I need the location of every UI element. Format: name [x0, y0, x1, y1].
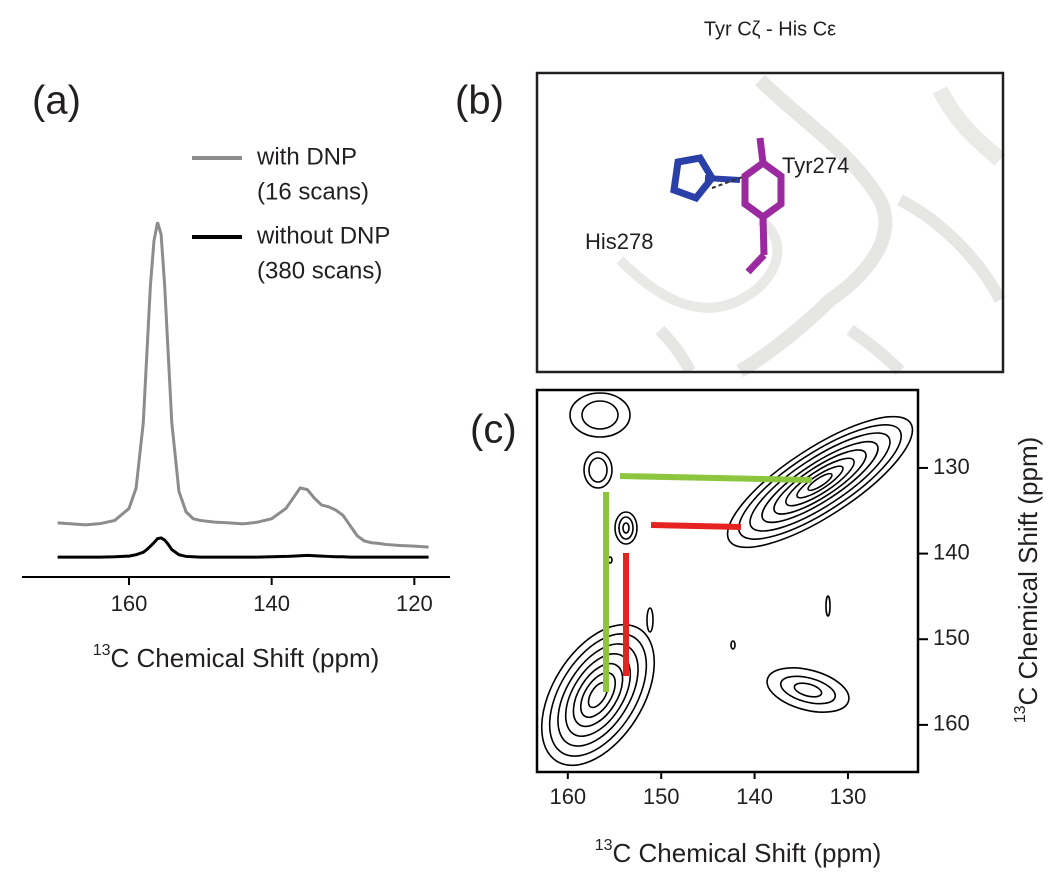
x-tick-label: 120 [396, 591, 433, 616]
superscript: 13 [93, 642, 111, 659]
assignment-line [650, 522, 742, 530]
contour-peak [569, 392, 631, 438]
x-tick-label: 140 [253, 591, 290, 616]
y-tick-label: 140 [933, 539, 970, 564]
contour-peak [766, 667, 850, 713]
x-axis-label: 13C Chemical Shift (ppm) [93, 642, 380, 673]
line-series [57, 536, 429, 559]
his-ring [670, 154, 717, 203]
contour-plot [539, 392, 916, 770]
y-tick-label: 150 [933, 625, 970, 650]
frame [535, 388, 920, 774]
ribbon [736, 75, 893, 378]
panel-c-axes: 160 150 140 130 130 140 150 160 [549, 454, 969, 809]
contour-peak [614, 511, 638, 545]
panel-label: (c) [470, 408, 517, 452]
tyr-bond [759, 216, 768, 256]
clip-area [539, 392, 916, 770]
contour-peak [825, 595, 831, 617]
label-text: C Chemical Shift (ppm) [613, 838, 882, 868]
ribbon [655, 194, 1006, 376]
panel-a: 160 140 120 with DNP (16 scans) without DNP (3… [57, 143, 433, 616]
contour-peak [540, 623, 656, 767]
residue-label: His278 [585, 229, 653, 254]
x-tick-label: 160 [549, 784, 586, 809]
contour-peak [726, 415, 914, 549]
contour-peak [583, 451, 613, 489]
x-tick-label: 160 [111, 591, 148, 616]
y-tick-label: 130 [933, 454, 970, 479]
legend-label: with DNP [256, 143, 357, 170]
structure-image [535, 71, 1006, 378]
ribbon [616, 215, 783, 313]
tyr-bond [745, 252, 767, 275]
x-tick-label: 140 [736, 784, 773, 809]
x-axis-label: 13C Chemical Shift (ppm) [595, 837, 882, 868]
line-series [57, 221, 429, 549]
x-tick-label: 150 [643, 784, 680, 809]
legend-label: without DNP [256, 222, 390, 249]
y-tick-label: 160 [933, 711, 970, 736]
superscript: 13 [1012, 705, 1029, 723]
panel-title: Tyr Cζ - His Cε [704, 18, 836, 40]
label-text: C Chemical Shift (ppm) [111, 643, 380, 673]
tyr-bond [756, 137, 767, 164]
superscript: 13 [595, 837, 613, 854]
y-axis-label: 13C Chemical Shift (ppm) [1012, 437, 1043, 724]
x-tick-label: 130 [830, 784, 867, 809]
legend-detail: (380 scans) [257, 257, 382, 284]
label-text: C Chemical Shift (ppm) [1013, 437, 1043, 706]
frame [535, 71, 1005, 374]
legend-detail: (16 scans) [257, 178, 369, 205]
residue-label: Tyr274 [782, 153, 849, 178]
assignment-line [619, 473, 813, 483]
panel-label: (a) [32, 79, 81, 123]
ribbon [932, 86, 1006, 166]
panel-label: (b) [455, 79, 504, 123]
